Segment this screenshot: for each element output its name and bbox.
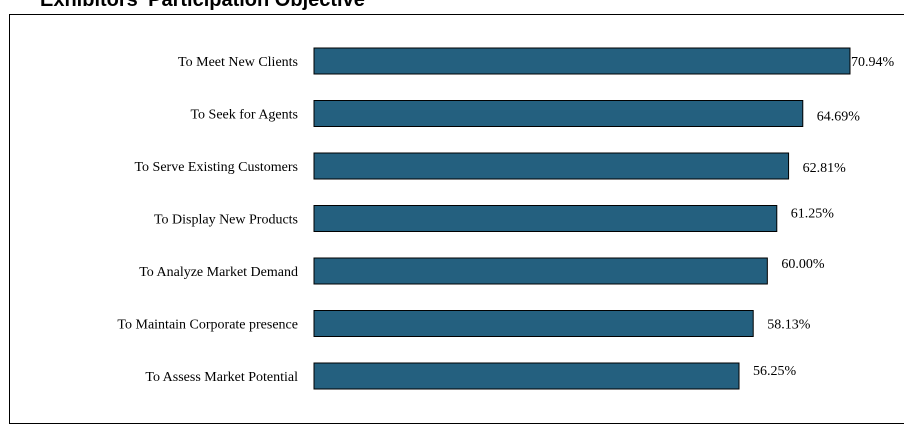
bar-7 [313, 362, 740, 390]
value-labels: 70.94% 64.69% 62.81% 61.25% 60.00% 58.13% 56.2… [753, 55, 894, 379]
category-label: To Serve Existing Customers [134, 160, 298, 175]
bar-5 [313, 257, 768, 285]
bars-layer [313, 47, 851, 390]
value-label: 60.00% [781, 257, 825, 272]
category-label: To Seek for Agents [190, 108, 298, 123]
category-label: To Assess Market Potential [145, 370, 298, 385]
value-label: 62.81% [803, 161, 847, 176]
category-label: To Analyze Market Demand [139, 265, 298, 280]
category-labels: To Meet New Clients To Seek for Agents To … [117, 55, 298, 385]
category-label: To Maintain Corporate presence [117, 318, 298, 333]
value-label: 64.69% [817, 110, 861, 125]
bar-2 [313, 100, 804, 127]
bar-4 [313, 205, 778, 232]
bar-6 [313, 310, 754, 337]
category-label: To Meet New Clients [178, 55, 298, 70]
value-label: 61.25% [791, 207, 835, 222]
bar-3 [313, 152, 790, 180]
value-label: 70.94% [851, 55, 895, 70]
category-label: To Display New Products [154, 213, 298, 228]
chart-title-strip: Exhibitors' Participation Objective [0, 0, 904, 12]
value-label: 56.25% [753, 364, 797, 379]
chart-title: Exhibitors' Participation Objective [40, 0, 365, 11]
bar-1 [313, 47, 851, 75]
value-label: 58.13% [767, 318, 811, 333]
